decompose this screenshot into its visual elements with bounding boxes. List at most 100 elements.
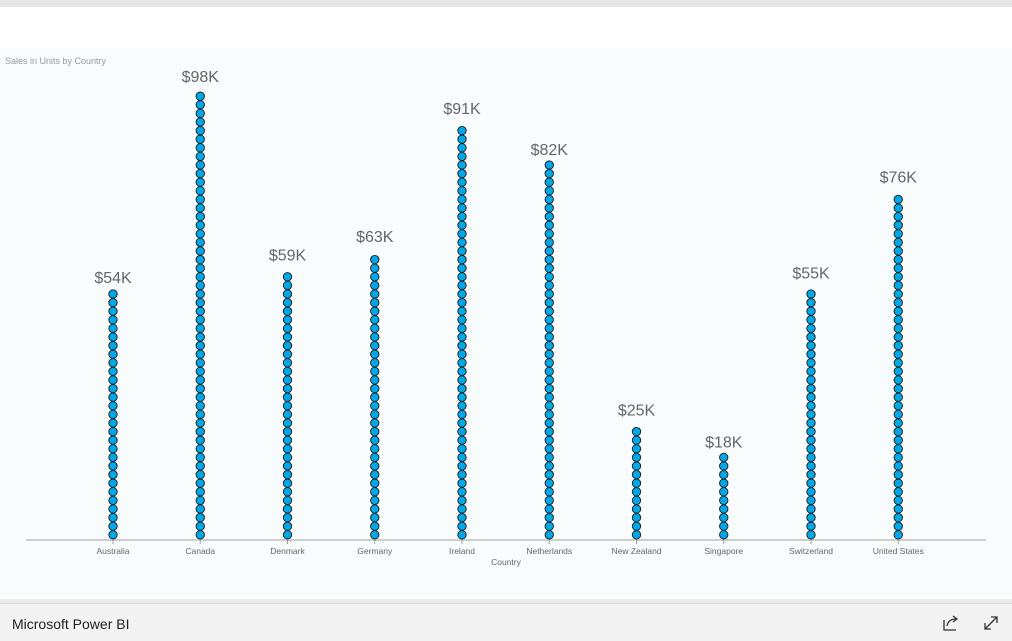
dot-column[interactable]: [631, 426, 642, 540]
data-dot: [631, 452, 642, 463]
data-dot: [195, 237, 205, 248]
data-dot: [806, 323, 816, 334]
data-dot: [195, 512, 205, 523]
data-dot: [370, 444, 380, 454]
report-canvas: Sales in Units by Country $54K Australia $…: [0, 7, 1012, 599]
x-tick-label: Denmark: [270, 546, 305, 556]
data-dot: [719, 478, 729, 488]
share-icon: [943, 615, 959, 631]
data-dot: [282, 340, 293, 351]
data-dot: [457, 409, 467, 420]
data-dot: [544, 194, 554, 205]
dot-column[interactable]: [108, 289, 118, 540]
data-dot: [370, 315, 380, 325]
data-dot: [457, 349, 467, 359]
data-dot: [457, 186, 467, 196]
data-dot: [544, 504, 554, 514]
data-dot: [370, 401, 380, 411]
brand-label: Microsoft Power BI: [12, 616, 130, 632]
data-dot: [108, 358, 118, 368]
dot-column[interactable]: [719, 452, 729, 540]
data-dot: [806, 340, 816, 351]
data-dot: [282, 280, 293, 291]
data-dot: [806, 375, 816, 385]
data-dot: [195, 349, 205, 359]
data-dot: [631, 530, 642, 540]
data-dot: [370, 418, 380, 428]
share-button[interactable]: [940, 612, 962, 634]
data-dot: [370, 297, 380, 308]
data-dot: [544, 340, 554, 351]
data-dot: [806, 461, 816, 471]
dot-column[interactable]: [457, 125, 467, 540]
data-dot: [195, 401, 205, 411]
data-dot: [544, 478, 554, 488]
data-dot: [195, 469, 205, 480]
data-dot: [282, 297, 293, 308]
data-dot: [108, 289, 118, 299]
data-dot: [719, 452, 729, 463]
data-dot: [195, 177, 205, 187]
x-tick-label: Switzerland: [789, 546, 833, 556]
data-dot: [195, 435, 205, 445]
data-dot: [282, 418, 293, 428]
data-dot: [282, 469, 293, 480]
data-dot: [282, 512, 293, 523]
data-dot: [544, 168, 554, 179]
data-dot: [370, 263, 380, 273]
data-label: $98K: [182, 69, 220, 86]
data-dot: [108, 392, 118, 402]
data-dot: [195, 452, 205, 463]
data-dot: [893, 409, 903, 420]
data-dot: [370, 375, 380, 385]
data-dot: [544, 530, 554, 540]
data-dot: [195, 280, 205, 291]
data-dot: [631, 469, 642, 480]
dot-column[interactable]: [893, 194, 903, 540]
data-label: $91K: [443, 101, 481, 118]
data-dot: [457, 297, 467, 308]
dot-column[interactable]: [806, 289, 816, 540]
data-dot: [457, 160, 467, 170]
dot-column[interactable]: [370, 254, 380, 540]
data-dot: [457, 487, 467, 497]
data-dot: [282, 349, 293, 359]
chart-visual[interactable]: Sales in Units by Country $54K Australia $…: [0, 48, 1012, 596]
data-dot: [370, 512, 380, 523]
dot-column-chart: $54K Australia $98K Canada $59K Denmark $63K Ge…: [26, 69, 986, 567]
data-dot: [195, 194, 205, 205]
data-dot: [108, 366, 118, 377]
dot-column[interactable]: [282, 272, 293, 540]
data-dot: [806, 289, 816, 299]
data-dot: [195, 125, 205, 136]
data-dot: [195, 117, 205, 127]
data-dot: [806, 512, 816, 523]
dot-column[interactable]: [544, 160, 554, 540]
data-dot: [893, 263, 903, 273]
data-dot: [195, 254, 205, 265]
data-dot: [108, 504, 118, 514]
data-dot: [108, 452, 118, 463]
data-dot: [195, 409, 205, 420]
data-dot: [282, 487, 293, 497]
data-dot: [806, 349, 816, 359]
data-dot: [457, 332, 467, 342]
data-dot: [893, 375, 903, 385]
data-dot: [544, 401, 554, 411]
data-dot: [195, 186, 205, 196]
data-dot: [893, 426, 903, 437]
data-dot: [457, 254, 467, 265]
data-dot: [195, 478, 205, 488]
data-dot: [457, 401, 467, 411]
data-dot: [893, 315, 903, 325]
data-dot: [544, 254, 554, 265]
data-dot: [457, 435, 467, 445]
dot-column[interactable]: [195, 91, 205, 540]
data-dot: [282, 401, 293, 411]
data-dot: [893, 504, 903, 514]
data-dot: [544, 177, 554, 187]
fullscreen-button[interactable]: [980, 612, 1002, 634]
data-dot: [108, 375, 118, 385]
data-dot: [457, 418, 467, 428]
data-dot: [544, 426, 554, 437]
